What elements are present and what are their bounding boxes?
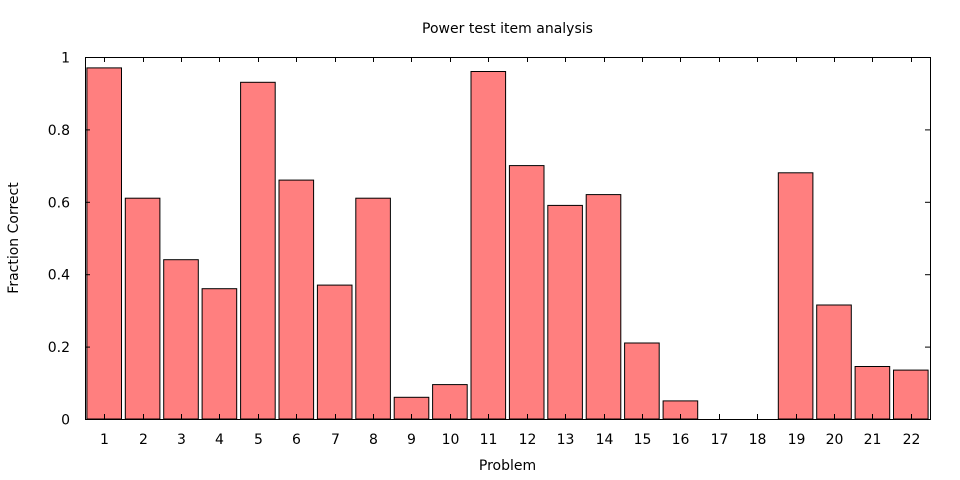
bar-problem-3 bbox=[163, 259, 199, 420]
chart-title: Power test item analysis bbox=[422, 21, 593, 37]
x-tick-label: 21 bbox=[864, 432, 882, 448]
bar-problem-7 bbox=[316, 284, 353, 420]
bar-problem-11 bbox=[470, 71, 507, 420]
bar-problem-10 bbox=[432, 384, 468, 420]
bar-problem-5 bbox=[240, 81, 276, 420]
x-tick-label: 18 bbox=[749, 432, 767, 448]
y-tick-label: 0.8 bbox=[48, 123, 70, 139]
plot-frame bbox=[85, 57, 931, 420]
bar-problem-22 bbox=[893, 369, 929, 420]
x-tick-label: 13 bbox=[557, 432, 575, 448]
x-tick-label: 16 bbox=[672, 432, 690, 448]
bar-problem-8 bbox=[355, 197, 391, 420]
x-tick-label: 22 bbox=[903, 432, 921, 448]
x-tick-label: 11 bbox=[480, 432, 498, 448]
bar-problem-6 bbox=[278, 179, 315, 420]
x-tick-label: 19 bbox=[788, 432, 806, 448]
x-tick-label: 8 bbox=[369, 432, 378, 448]
bar-problem-12 bbox=[508, 165, 545, 420]
x-tick-label: 20 bbox=[826, 432, 844, 448]
bar-problem-21 bbox=[854, 366, 891, 420]
x-tick-label: 14 bbox=[596, 432, 614, 448]
x-tick-label: 2 bbox=[139, 432, 148, 448]
y-tick-label: 0.2 bbox=[48, 340, 70, 356]
x-tick-label: 5 bbox=[254, 432, 263, 448]
ticks-group: 00.20.40.60.811 2 3 4 5 6 7 8 9 10 11 12 13 14 15 16 17 1… bbox=[48, 51, 930, 448]
y-tick-label: 1 bbox=[61, 51, 70, 67]
x-tick-label: 17 bbox=[711, 432, 729, 448]
y-tick-label: 0 bbox=[61, 413, 70, 429]
bar-problem-13 bbox=[547, 204, 583, 420]
bar-problem-14 bbox=[585, 194, 622, 420]
bar-problem-2 bbox=[124, 197, 161, 420]
bar-problem-4 bbox=[201, 288, 238, 420]
x-tick-label: 1 bbox=[100, 432, 109, 448]
bar-problem-15 bbox=[624, 342, 660, 420]
bars-group bbox=[86, 67, 929, 420]
y-tick-label: 0.4 bbox=[48, 268, 70, 284]
x-axis-label: Problem bbox=[479, 458, 536, 474]
x-tick-label: 9 bbox=[407, 432, 416, 448]
x-tick-label: 12 bbox=[519, 432, 537, 448]
x-tick-label: 6 bbox=[292, 432, 301, 448]
y-tick-label: 0.6 bbox=[48, 195, 70, 211]
y-axis-label: Fraction Correct bbox=[6, 182, 22, 294]
x-tick-label: 15 bbox=[634, 432, 652, 448]
x-tick-label: 3 bbox=[177, 432, 186, 448]
x-tick-label: 10 bbox=[442, 432, 460, 448]
x-tick-label: 4 bbox=[215, 432, 224, 448]
x-tick-label: 7 bbox=[331, 432, 340, 448]
bar-problem-20 bbox=[816, 304, 852, 420]
bar-problem-1 bbox=[86, 67, 122, 420]
bar-problem-19 bbox=[777, 172, 814, 420]
